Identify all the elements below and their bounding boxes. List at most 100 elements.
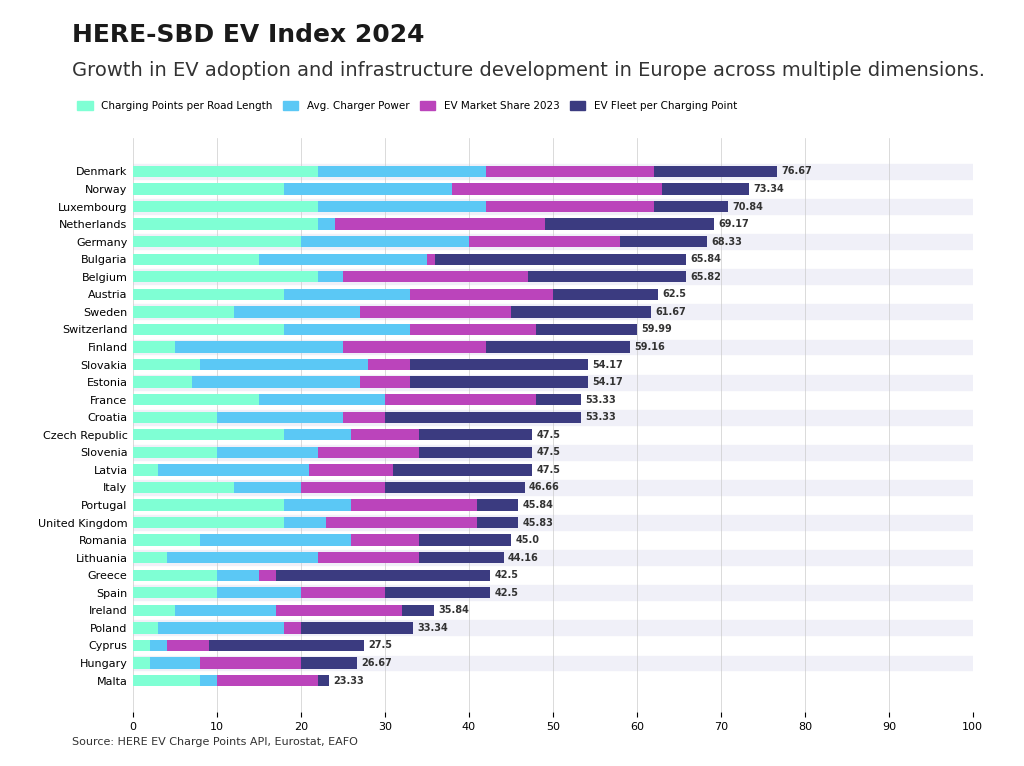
Bar	[133, 270, 973, 284]
Text: 46.66: 46.66	[529, 483, 560, 493]
Bar	[301, 622, 413, 633]
Text: 73.34: 73.34	[753, 184, 784, 194]
Bar	[285, 517, 327, 529]
Bar	[485, 165, 653, 177]
Text: 53.33: 53.33	[585, 412, 615, 422]
Bar	[285, 622, 301, 633]
Bar	[133, 254, 259, 265]
Bar	[133, 234, 973, 249]
Bar	[133, 324, 285, 336]
Bar	[133, 429, 285, 440]
Bar	[359, 376, 411, 388]
Bar	[201, 358, 369, 370]
Text: 35.84: 35.84	[438, 605, 469, 615]
Bar	[419, 447, 532, 458]
Bar	[133, 657, 150, 669]
Text: 45.83: 45.83	[522, 518, 553, 528]
Bar	[653, 201, 728, 212]
Bar	[653, 165, 777, 177]
Text: 70.84: 70.84	[732, 201, 763, 211]
Bar	[359, 306, 511, 318]
Bar	[385, 587, 489, 598]
Bar	[301, 482, 385, 493]
Text: 45.84: 45.84	[522, 500, 553, 510]
Bar	[309, 464, 393, 476]
Text: 47.5: 47.5	[537, 430, 560, 440]
Bar	[133, 164, 973, 179]
Bar	[133, 620, 973, 635]
Bar	[133, 271, 317, 283]
Bar	[301, 587, 385, 598]
Bar	[285, 429, 351, 440]
Text: 47.5: 47.5	[537, 465, 560, 475]
Bar	[133, 410, 973, 424]
Bar	[285, 499, 351, 511]
Bar	[411, 324, 537, 336]
Text: 54.17: 54.17	[592, 377, 623, 387]
Bar	[133, 464, 159, 476]
Bar	[477, 499, 518, 511]
Bar	[411, 289, 553, 300]
Bar	[159, 464, 309, 476]
Bar	[527, 271, 686, 283]
Bar	[133, 675, 201, 686]
Text: 65.82: 65.82	[690, 272, 721, 282]
Bar	[133, 306, 233, 318]
Bar	[133, 535, 201, 546]
Bar	[537, 324, 637, 336]
Text: 44.16: 44.16	[508, 553, 539, 563]
Bar	[201, 657, 301, 669]
Bar	[335, 218, 545, 230]
Bar	[233, 306, 359, 318]
Text: 54.17: 54.17	[592, 359, 623, 369]
Bar	[133, 201, 317, 212]
Text: 69.17: 69.17	[718, 219, 749, 229]
Bar	[150, 640, 167, 651]
Bar	[343, 342, 485, 352]
Text: 68.33: 68.33	[711, 237, 742, 247]
Legend: Charging Points per Road Length, Avg. Charger Power, EV Market Share 2023, EV Fl: Charging Points per Road Length, Avg. Ch…	[77, 101, 737, 111]
Bar	[133, 358, 201, 370]
Bar	[217, 447, 317, 458]
Text: 53.33: 53.33	[585, 394, 615, 404]
Bar	[133, 550, 973, 565]
Bar	[150, 657, 201, 669]
Bar	[317, 447, 419, 458]
Text: 33.34: 33.34	[417, 623, 449, 633]
Bar	[511, 306, 651, 318]
Bar	[133, 622, 159, 633]
Bar	[217, 570, 259, 581]
Text: 26.67: 26.67	[361, 658, 392, 668]
Bar	[427, 254, 435, 265]
Bar	[133, 375, 973, 390]
Bar	[317, 675, 329, 686]
Bar	[351, 499, 477, 511]
Bar	[285, 324, 411, 336]
Bar	[385, 411, 581, 423]
Bar	[133, 199, 973, 214]
Bar	[133, 183, 285, 195]
Bar	[275, 604, 401, 616]
Bar	[419, 429, 532, 440]
Bar	[133, 570, 217, 581]
Bar	[477, 517, 518, 529]
Bar	[233, 482, 301, 493]
Bar	[133, 499, 285, 511]
Text: 47.5: 47.5	[537, 447, 560, 457]
Bar	[369, 358, 411, 370]
Bar	[133, 447, 217, 458]
Bar	[133, 480, 973, 495]
Text: 76.67: 76.67	[781, 166, 812, 176]
Bar	[553, 289, 657, 300]
Bar	[133, 640, 150, 651]
Bar	[385, 482, 525, 493]
Bar	[393, 464, 532, 476]
Text: 61.67: 61.67	[655, 307, 686, 317]
Bar	[285, 289, 411, 300]
Bar	[537, 394, 581, 405]
Bar	[317, 271, 343, 283]
Bar	[317, 165, 485, 177]
Text: HERE-SBD EV Index 2024: HERE-SBD EV Index 2024	[72, 23, 424, 47]
Bar	[545, 218, 714, 230]
Text: 45.0: 45.0	[515, 535, 540, 545]
